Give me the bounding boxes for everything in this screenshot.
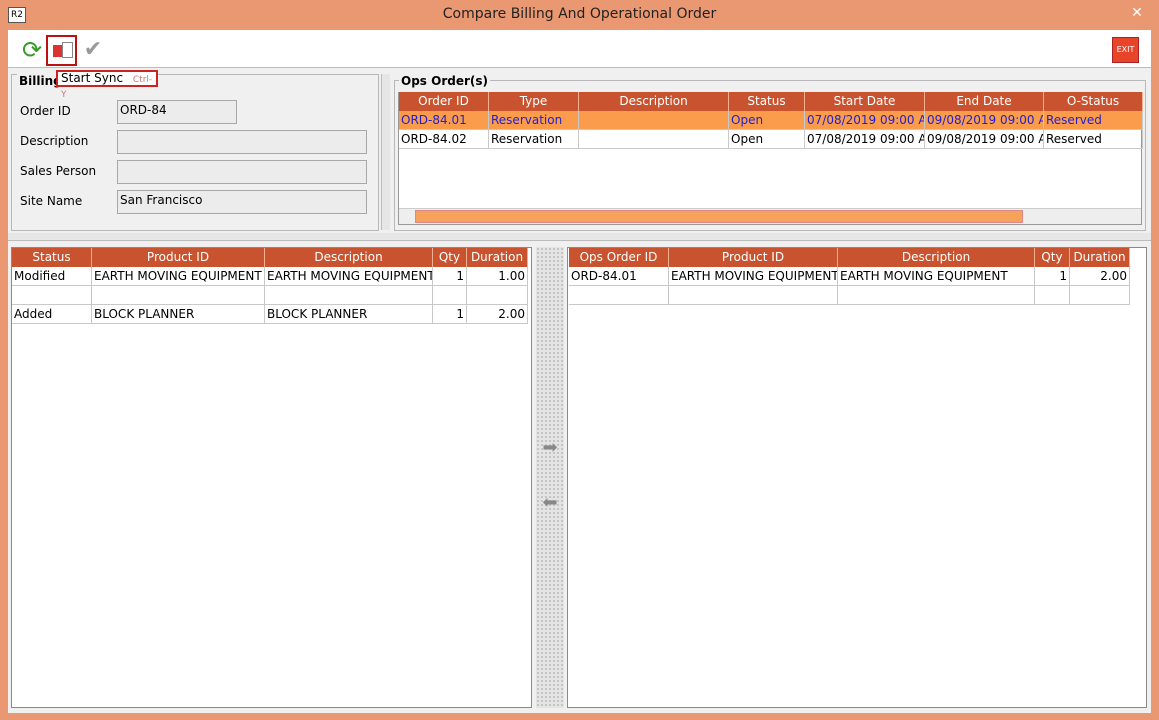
table-cell[interactable] xyxy=(12,286,92,305)
column-header[interactable]: Duration xyxy=(467,248,528,267)
toolbar xyxy=(8,30,1151,68)
field-label: Sales Person xyxy=(20,164,97,178)
ops-lines-panel xyxy=(567,247,1147,708)
table-cell[interactable]: BLOCK PLANNER xyxy=(92,305,265,324)
table-cell[interactable] xyxy=(579,130,729,149)
table-cell[interactable]: Reservation xyxy=(489,111,579,130)
column-header[interactable]: Qty xyxy=(433,248,467,267)
table-cell[interactable]: ORD-84.01 xyxy=(399,111,489,130)
exit-button[interactable]: EXIT xyxy=(1112,37,1139,63)
field-label: Order ID xyxy=(20,104,71,118)
field-label: Description xyxy=(20,134,89,148)
column-header[interactable]: Description xyxy=(579,92,729,111)
column-header[interactable]: Ops Order ID xyxy=(569,248,669,267)
table-cell[interactable] xyxy=(433,286,467,305)
table-cell[interactable]: Reserved xyxy=(1044,130,1143,149)
table-cell[interactable] xyxy=(579,111,729,130)
horizontal-splitter[interactable] xyxy=(8,233,1151,241)
table-cell[interactable] xyxy=(265,286,433,305)
table-cell[interactable]: 1.00 xyxy=(467,267,528,286)
start-sync-button[interactable] xyxy=(46,35,77,66)
column-header[interactable]: Product ID xyxy=(92,248,265,267)
table-cell[interactable] xyxy=(467,286,528,305)
table-cell[interactable]: 07/08/2019 09:00 AM xyxy=(805,130,925,149)
billing-title: Billing xyxy=(17,74,64,88)
column-header[interactable]: O-Status xyxy=(1044,92,1143,111)
table-cell[interactable]: EARTH MOVING EQUIPMENT xyxy=(669,267,838,286)
tooltip-shortcut: Ctrl-Y xyxy=(61,75,153,100)
table-cell[interactable]: 2.00 xyxy=(467,305,528,324)
tooltip: Start Sync Ctrl-Y xyxy=(56,70,158,100)
table-cell[interactable]: 2.00 xyxy=(1070,267,1130,286)
column-header[interactable]: Start Date xyxy=(805,92,925,111)
table-cell[interactable]: ORD-84.02 xyxy=(399,130,489,149)
column-header[interactable]: Product ID xyxy=(669,248,838,267)
table-cell[interactable]: 1 xyxy=(1035,267,1070,286)
field-input[interactable]: San Francisco xyxy=(117,190,367,214)
table-cell[interactable]: BLOCK PLANNER xyxy=(265,305,433,324)
transfer-strip xyxy=(536,247,564,708)
table-cell[interactable]: Modified xyxy=(12,267,92,286)
column-header[interactable]: Status xyxy=(12,248,92,267)
scroll-thumb[interactable] xyxy=(415,210,1023,223)
table-cell[interactable]: Added xyxy=(12,305,92,324)
ops-orders-group xyxy=(394,80,1146,231)
table-cell[interactable]: Open xyxy=(729,130,805,149)
table-cell[interactable]: EARTH MOVING EQUIPMENT xyxy=(265,267,433,286)
app-icon: R2 xyxy=(8,7,26,23)
table-cell[interactable]: 1 xyxy=(433,305,467,324)
ops-orders-title: Ops Order(s) xyxy=(399,74,490,88)
table-cell[interactable] xyxy=(92,286,265,305)
column-header[interactable]: Type xyxy=(489,92,579,111)
move-left-button[interactable]: ⬅ xyxy=(542,492,558,513)
confirm-button[interactable]: ✔ xyxy=(83,37,103,62)
field-input[interactable] xyxy=(117,160,367,184)
column-header[interactable]: Duration xyxy=(1070,248,1130,267)
table-cell[interactable]: Reservation xyxy=(489,130,579,149)
table-cell[interactable]: 09/08/2019 09:00 AM xyxy=(925,111,1044,130)
table-cell[interactable]: EARTH MOVING EQUIPMENT xyxy=(92,267,265,286)
h-scrollbar[interactable] xyxy=(399,208,1141,224)
column-header[interactable]: Description xyxy=(838,248,1035,267)
billing-group xyxy=(11,74,379,231)
table-cell[interactable]: ORD-84.01 xyxy=(569,267,669,286)
column-header[interactable]: Description xyxy=(265,248,433,267)
tooltip-label: Start Sync xyxy=(61,71,124,85)
table-cell[interactable]: 07/08/2019 09:00 AM xyxy=(805,111,925,130)
table-cell[interactable]: Open xyxy=(729,111,805,130)
field-label: Site Name xyxy=(20,194,83,208)
table-cell[interactable]: EARTH MOVING EQUIPMENT xyxy=(838,267,1035,286)
column-header[interactable]: Qty xyxy=(1035,248,1070,267)
table-cell[interactable]: 1 xyxy=(433,267,467,286)
field-input[interactable]: ORD-84 xyxy=(117,100,237,124)
close-button[interactable]: ✕ xyxy=(1131,5,1143,21)
window-title: Compare Billing And Operational Order xyxy=(442,6,717,22)
column-header[interactable]: Order ID xyxy=(399,92,489,111)
column-header[interactable]: End Date xyxy=(925,92,1044,111)
refresh-button[interactable]: ⟳ xyxy=(21,36,43,64)
table-cell[interactable] xyxy=(569,286,669,305)
table-cell[interactable]: Reserved xyxy=(1044,111,1143,130)
field-input[interactable] xyxy=(117,130,367,154)
table-cell[interactable] xyxy=(1035,286,1070,305)
table-cell[interactable] xyxy=(669,286,838,305)
table-cell[interactable] xyxy=(838,286,1035,305)
table-cell[interactable]: 09/08/2019 09:00 AM xyxy=(925,130,1044,149)
table-cell[interactable] xyxy=(1070,286,1130,305)
vertical-splitter[interactable] xyxy=(381,74,390,230)
column-header[interactable]: Status xyxy=(729,92,805,111)
move-right-button[interactable]: ➡ xyxy=(542,437,558,458)
